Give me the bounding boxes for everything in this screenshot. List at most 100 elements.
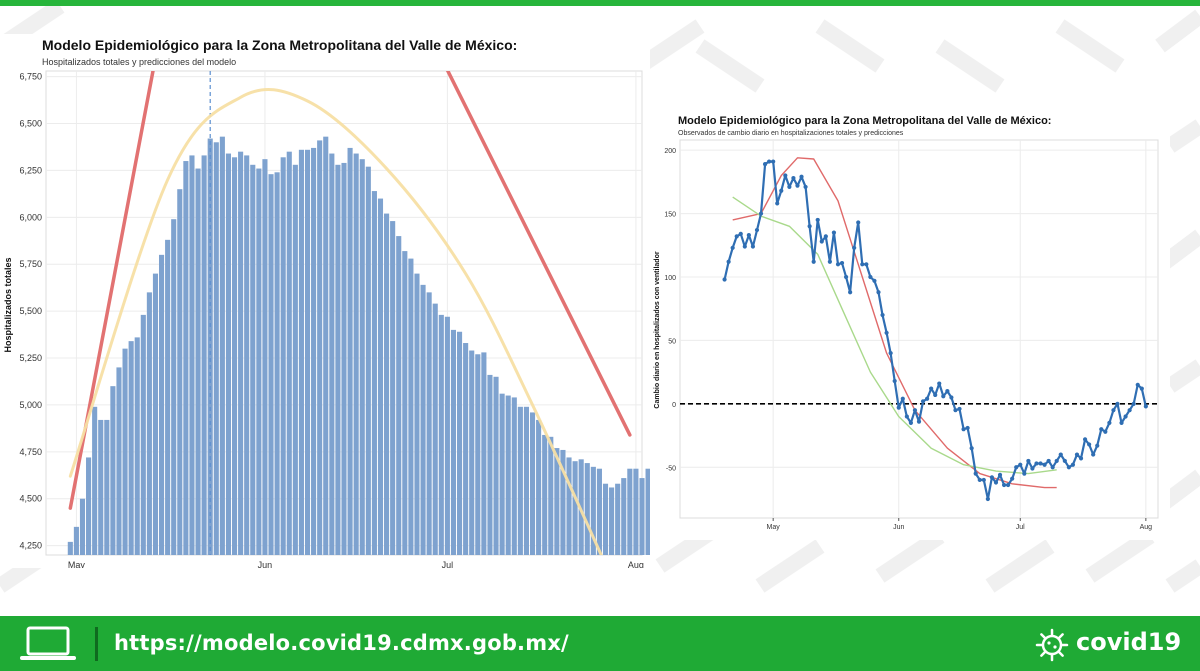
right-observed-point xyxy=(904,414,909,419)
left-ytick-label: 5,750 xyxy=(19,259,42,269)
right-ytick-label: 200 xyxy=(664,148,676,155)
right-observed-point xyxy=(787,184,792,190)
left-xtick-label: Jul xyxy=(442,560,454,568)
left-bar xyxy=(584,463,590,555)
left-bar xyxy=(390,221,396,555)
covid19-brand-text: covid19 xyxy=(1076,628,1182,656)
right-xtick-label: Jun xyxy=(893,524,904,531)
left-bar xyxy=(146,292,152,555)
right-prediction-line xyxy=(732,196,1057,475)
right-observed-point xyxy=(1062,458,1067,464)
left-bar xyxy=(615,483,621,555)
left-bar xyxy=(463,343,469,555)
left-bar xyxy=(548,436,554,555)
left-chart-title: Modelo Epidemiológico para la Zona Metro… xyxy=(42,37,517,53)
right-observed-point xyxy=(985,496,990,502)
left-bar xyxy=(542,434,548,555)
right-observed-point xyxy=(937,381,942,386)
right-observed-point xyxy=(823,234,828,239)
right-series-lines xyxy=(680,157,1158,502)
right-observed-point xyxy=(1078,456,1084,461)
right-observed-point xyxy=(1087,442,1092,447)
right-observed-point xyxy=(896,405,901,410)
right-observed-point xyxy=(750,244,756,249)
right-xtick-label: Aug xyxy=(1140,524,1153,531)
left-bar xyxy=(104,419,110,555)
right-ytick-label: 0 xyxy=(672,402,676,409)
left-bar xyxy=(438,314,444,555)
left-bar xyxy=(639,478,645,555)
right-chart-ylabel: Cambio diario en hospitalizados con vent… xyxy=(654,251,661,408)
right-observed-point xyxy=(908,420,913,425)
left-bar xyxy=(365,166,371,555)
left-bar xyxy=(621,478,627,555)
left-bar xyxy=(158,254,165,555)
left-bar xyxy=(140,314,146,555)
left-ytick-label: 5,250 xyxy=(19,353,42,363)
left-bar xyxy=(128,341,134,555)
left-bar xyxy=(201,155,207,555)
laptop-icon xyxy=(20,626,76,660)
left-bar xyxy=(377,198,384,555)
left-bar xyxy=(402,251,408,555)
left-bar xyxy=(560,449,566,555)
left-ytick-label: 4,250 xyxy=(19,541,42,551)
left-bar xyxy=(262,159,268,555)
right-observed-point xyxy=(1018,462,1023,467)
left-bar xyxy=(67,541,73,555)
right-prediction-line xyxy=(732,157,1057,489)
right-observed-point xyxy=(872,278,877,283)
left-bar xyxy=(213,142,219,556)
top-accent-bar xyxy=(0,0,1200,6)
right-observed-point xyxy=(933,392,938,398)
left-bar xyxy=(444,316,450,555)
right-observed-point xyxy=(977,477,982,483)
right-observed-point xyxy=(843,274,849,280)
right-observed-point xyxy=(1070,462,1076,467)
right-observed-point xyxy=(1010,476,1015,481)
right-observed-point xyxy=(1091,452,1096,457)
right-xtick-label: Jul xyxy=(1016,524,1025,531)
right-observed-point xyxy=(1054,458,1059,464)
right-observed-point xyxy=(912,408,918,413)
left-chart-panel: Modelo Epidemiológico para la Zona Metro… xyxy=(0,34,675,570)
left-bar xyxy=(152,273,159,555)
footer-url-link[interactable]: https://modelo.covid19.cdmx.gob.mx/ xyxy=(114,631,569,655)
right-observed-point xyxy=(852,245,857,250)
right-observed-point xyxy=(783,173,788,178)
left-bar xyxy=(311,147,317,555)
left-bar xyxy=(183,161,189,555)
right-observed-point xyxy=(1131,401,1136,406)
right-observed-point xyxy=(925,396,930,401)
right-observed-point xyxy=(738,231,743,236)
right-observed-point xyxy=(726,259,731,264)
left-ytick-label: 5,000 xyxy=(19,400,42,410)
right-axes: -50 0 50 100 150 200 May Jun Jul Aug xyxy=(664,148,1152,531)
right-observed-point xyxy=(746,233,751,238)
right-observed-point xyxy=(734,234,739,239)
left-bar xyxy=(481,352,487,555)
hospitalized-bar-chart: Modelo Epidemiológico para la Zona Metro… xyxy=(3,37,675,570)
left-bar xyxy=(323,136,329,555)
left-bar xyxy=(396,236,402,555)
left-bar xyxy=(572,461,578,555)
right-observed-point xyxy=(779,188,784,193)
right-observed-point xyxy=(1111,408,1116,413)
left-xtick-label: Jun xyxy=(258,560,273,568)
right-observed-point xyxy=(815,217,820,223)
right-observed-point xyxy=(920,399,926,404)
right-observed-point xyxy=(993,480,999,485)
left-bar xyxy=(493,376,499,555)
left-bar xyxy=(499,393,505,555)
left-ytick-label: 6,250 xyxy=(19,165,42,175)
left-bar xyxy=(286,151,292,555)
right-observed-point xyxy=(1022,471,1027,476)
right-observed-point xyxy=(1066,465,1071,470)
right-observed-point xyxy=(803,184,808,190)
right-observed-point xyxy=(953,408,958,413)
left-bar xyxy=(590,466,596,555)
right-observed-point xyxy=(965,425,970,431)
right-observed-point xyxy=(884,330,889,335)
left-bar xyxy=(596,468,602,555)
left-bar xyxy=(353,153,359,555)
